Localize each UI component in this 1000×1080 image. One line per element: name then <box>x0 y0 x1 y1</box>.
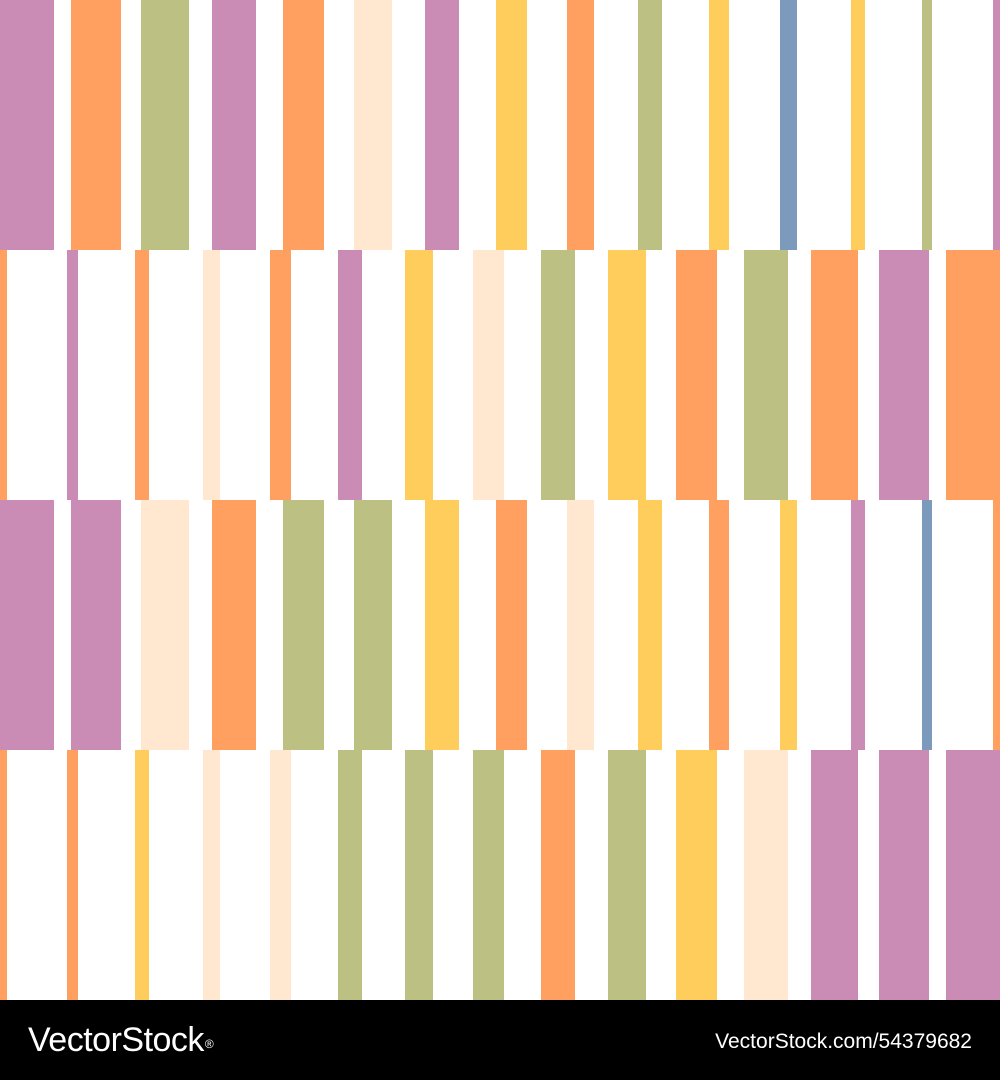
stripe-row <box>0 500 1000 750</box>
stripe-orange <box>283 0 324 250</box>
stripe-yellow <box>638 500 662 750</box>
stripe-orange <box>811 250 858 500</box>
stripe-purple <box>879 250 929 500</box>
stripe-orange <box>993 500 1000 750</box>
stripe-purple <box>425 0 459 250</box>
stripe-orange <box>212 500 256 750</box>
stripe-green <box>141 0 189 250</box>
stripe-purple <box>946 750 1000 1000</box>
stripe-purple <box>879 750 929 1000</box>
image-id-label: VectorStock.com/54379682 <box>715 1030 972 1053</box>
stripe-green <box>283 500 324 750</box>
stripe-yellow <box>780 500 797 750</box>
stripe-orange <box>270 250 291 500</box>
stripe-orange <box>0 250 7 500</box>
stripe-cream <box>203 250 220 500</box>
stripe-orange <box>135 250 149 500</box>
stripe-orange <box>71 0 121 250</box>
stripe-green <box>922 0 932 250</box>
stripe-yellow <box>608 250 646 500</box>
watermark-footer: VectorStock® VectorStock.com/54379682 <box>0 1000 1000 1080</box>
stripe-row <box>0 0 1000 250</box>
registered-mark: ® <box>204 1037 214 1051</box>
stripe-purple <box>338 250 362 500</box>
stripe-cream <box>141 500 189 750</box>
stripe-purple <box>811 750 858 1000</box>
stripe-yellow <box>425 500 459 750</box>
stripe-purple <box>851 500 865 750</box>
stripe-purple <box>71 500 121 750</box>
stripe-yellow <box>405 250 433 500</box>
stripe-orange <box>567 0 594 250</box>
stripe-green <box>744 250 788 500</box>
logo-text: VectorStock <box>28 1021 204 1059</box>
stripe-row <box>0 250 1000 500</box>
stripe-orange <box>541 750 575 1000</box>
stripe-cream <box>270 750 291 1000</box>
stripe-green <box>541 250 575 500</box>
stripe-green <box>338 750 362 1000</box>
vectorstock-logo: VectorStock® <box>28 1018 214 1062</box>
stripe-pattern <box>0 0 1000 1000</box>
stripe-orange <box>709 500 729 750</box>
stripe-blue <box>922 500 932 750</box>
stripe-yellow <box>496 0 527 250</box>
stripe-yellow <box>851 0 865 250</box>
stripe-orange <box>0 750 7 1000</box>
stripe-green <box>638 0 662 250</box>
stripe-yellow <box>709 0 729 250</box>
stripe-purple <box>0 0 54 250</box>
stripe-cream <box>567 500 594 750</box>
stripe-orange <box>496 500 527 750</box>
stripe-green <box>405 750 433 1000</box>
stripe-green <box>473 750 504 1000</box>
stripe-row <box>0 750 1000 1000</box>
stripe-orange <box>67 750 78 1000</box>
stripe-orange <box>946 250 1000 500</box>
stripe-cream <box>473 250 504 500</box>
stripe-cream <box>744 750 788 1000</box>
stripe-green <box>608 750 646 1000</box>
stripe-orange <box>676 250 717 500</box>
stripe-purple <box>212 0 256 250</box>
stripe-cream <box>203 750 220 1000</box>
stripe-blue <box>780 0 797 250</box>
stripe-yellow <box>676 750 717 1000</box>
stripe-purple <box>993 0 1000 250</box>
stripe-purple <box>67 250 78 500</box>
stripe-purple <box>0 500 54 750</box>
stripe-yellow <box>135 750 149 1000</box>
stripe-green <box>354 500 392 750</box>
stripe-cream <box>354 0 392 250</box>
